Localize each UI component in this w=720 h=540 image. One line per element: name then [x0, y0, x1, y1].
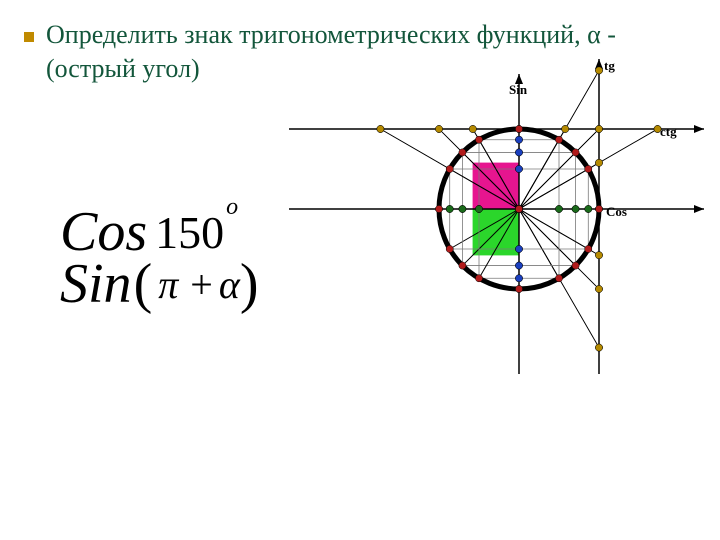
bullet-decor [24, 32, 34, 42]
axis-label-tg: tg [604, 58, 615, 74]
formula-alpha: α [219, 261, 240, 308]
axis-label-cos: Cos [606, 204, 627, 220]
axis-label-ctg: ctg [660, 124, 677, 140]
formula-plus: + [190, 261, 213, 308]
formula-sin: Sin [60, 252, 132, 316]
formula-angle: 150o [155, 206, 236, 259]
degree-symbol: o [226, 194, 238, 220]
axis-label-sin: Sin [509, 82, 527, 98]
formula-pi: π [158, 261, 178, 308]
unit-circle-diagram [404, 74, 704, 404]
paren-close: ) [240, 252, 259, 316]
paren-open: ( [134, 252, 153, 316]
formula-block: Cos 150o Sin ( π + α ) [60, 200, 258, 316]
